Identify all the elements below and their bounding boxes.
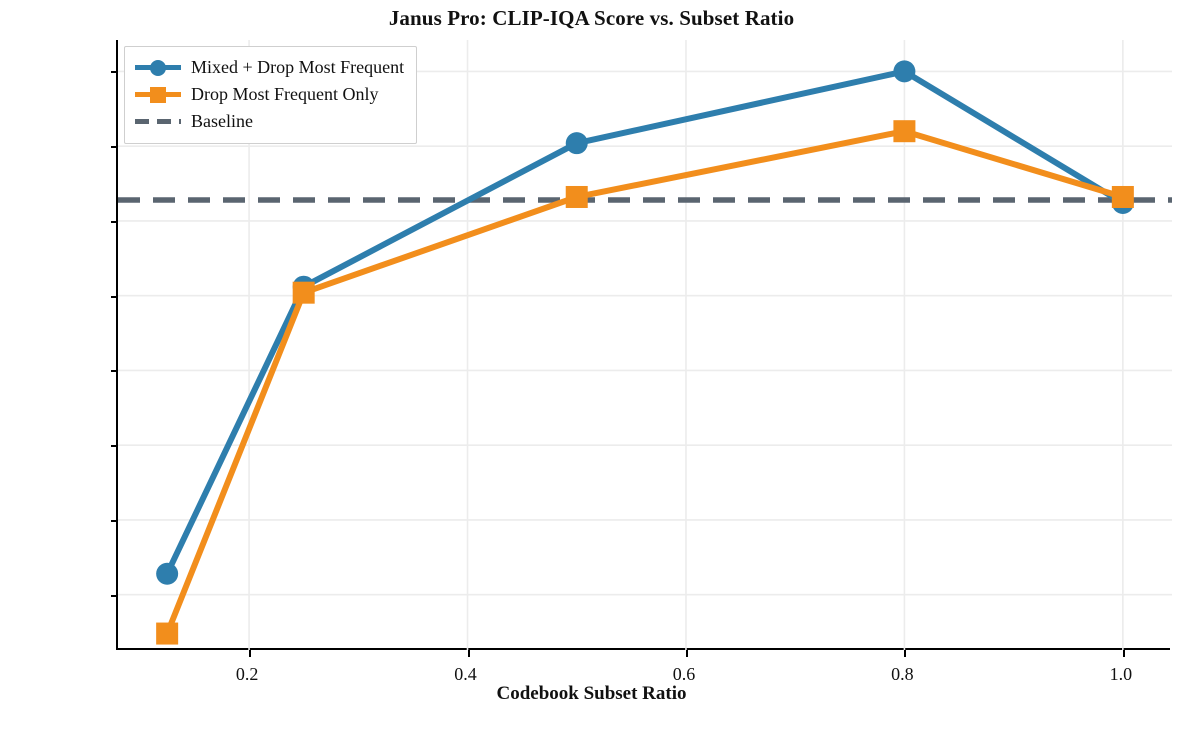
y-tick-mark-0 [111, 594, 118, 597]
legend-label-0: Mixed + Drop Most Frequent [191, 57, 405, 77]
x-tick-label-2: 0.6 [672, 664, 696, 684]
data-point-0-0[interactable] [156, 562, 179, 585]
data-point-0-3[interactable] [893, 60, 916, 83]
chart-title: Janus Pro: CLIP-IQA Score vs. Subset Rat… [388, 6, 795, 30]
y-tick-mark-3 [111, 370, 118, 373]
chart-legend: Mixed + Drop Most Frequent Drop Most Fre… [124, 46, 418, 144]
y-tick-mark-5 [111, 220, 118, 223]
data-point-1-2[interactable] [565, 185, 588, 208]
legend-label-2: Baseline [191, 111, 253, 131]
plot-canvas [118, 40, 1172, 650]
plot-area [111, 40, 1172, 657]
data-point-0-2[interactable] [565, 132, 588, 155]
x-tick-label-1: 0.4 [454, 664, 477, 684]
x-tick-mark-1 [467, 650, 470, 657]
series-line-1 [164, 128, 1126, 637]
legend-item-baseline[interactable]: Baseline [135, 108, 404, 135]
data-point-1-0[interactable] [156, 622, 179, 645]
data-point-1-3[interactable] [893, 120, 916, 143]
legend-swatch-square-line [135, 84, 181, 106]
legend-swatch-circle-line [135, 57, 181, 79]
y-tick-mark-7 [111, 71, 118, 74]
x-tick-mark-0 [249, 650, 252, 657]
y-axis-label: CLIP-IQA Score [0, 276, 2, 414]
y-tick-mark-2 [111, 445, 118, 448]
y-tick-mark-1 [111, 519, 118, 522]
legend-label-1: Drop Most Frequent Only [191, 84, 379, 104]
x-tick-label-4: 1.0 [1109, 664, 1133, 684]
x-tick-label-0: 0.2 [235, 664, 259, 684]
data-point-1-1[interactable] [292, 281, 315, 304]
x-tick-label-3: 0.8 [891, 664, 914, 684]
x-tick-mark-2 [685, 650, 688, 657]
y-tick-mark-4 [111, 295, 118, 298]
x-axis-label: Codebook Subset Ratio [496, 683, 687, 704]
x-tick-mark-4 [1122, 650, 1125, 657]
y-tick-mark-6 [111, 146, 118, 149]
x-tick-mark-3 [904, 650, 907, 657]
legend-swatch-dashed-line [135, 111, 181, 133]
legend-item-mixed-drop-most-frequent[interactable]: Mixed + Drop Most Frequent [135, 54, 404, 81]
data-point-1-4[interactable] [1111, 185, 1134, 208]
legend-item-drop-most-frequent-only[interactable]: Drop Most Frequent Only [135, 81, 404, 108]
